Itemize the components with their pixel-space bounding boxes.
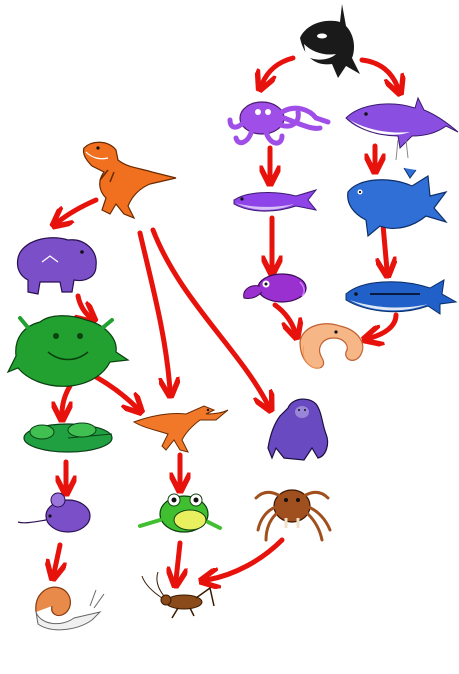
node-frog xyxy=(138,493,222,533)
edge-trex-hippo xyxy=(58,197,99,222)
node-coelacanth xyxy=(347,167,448,238)
edge-coelacanth-tuna xyxy=(383,222,387,270)
edge-spider-cricket xyxy=(207,537,285,580)
edge-tuna-shrimp xyxy=(370,312,399,338)
edge-trex-velociraptor xyxy=(137,230,170,390)
edge-orca-octopus xyxy=(262,55,296,84)
node-snail xyxy=(35,586,105,631)
edge-orca-shark xyxy=(359,57,398,88)
edges xyxy=(54,55,399,580)
edge-hippo-toad xyxy=(78,293,90,317)
node-hippo xyxy=(16,237,97,295)
node-trex xyxy=(82,141,177,220)
edge-cuttlefish-shrimp xyxy=(272,302,295,332)
node-lilypad xyxy=(23,422,113,453)
node-shrimp xyxy=(299,323,364,369)
node-cuttlefish xyxy=(243,273,307,303)
node-tuna xyxy=(345,279,458,315)
node-orca xyxy=(300,4,360,78)
edge-toad-lilypad xyxy=(62,383,70,414)
edge-toad-velociraptor xyxy=(93,374,137,408)
node-spider xyxy=(254,489,332,542)
edge-frog-cricket xyxy=(176,540,180,580)
node-swordfish xyxy=(233,189,318,212)
node-gorilla xyxy=(267,398,329,461)
edge-trex-gorilla xyxy=(150,227,268,405)
edge-mouse-snail xyxy=(54,542,60,573)
node-shark xyxy=(345,96,459,161)
node-cricket xyxy=(141,571,215,619)
node-toad xyxy=(6,315,130,387)
node-mouse xyxy=(17,492,91,533)
node-velociraptor xyxy=(132,405,229,453)
node-octopus xyxy=(227,101,331,146)
